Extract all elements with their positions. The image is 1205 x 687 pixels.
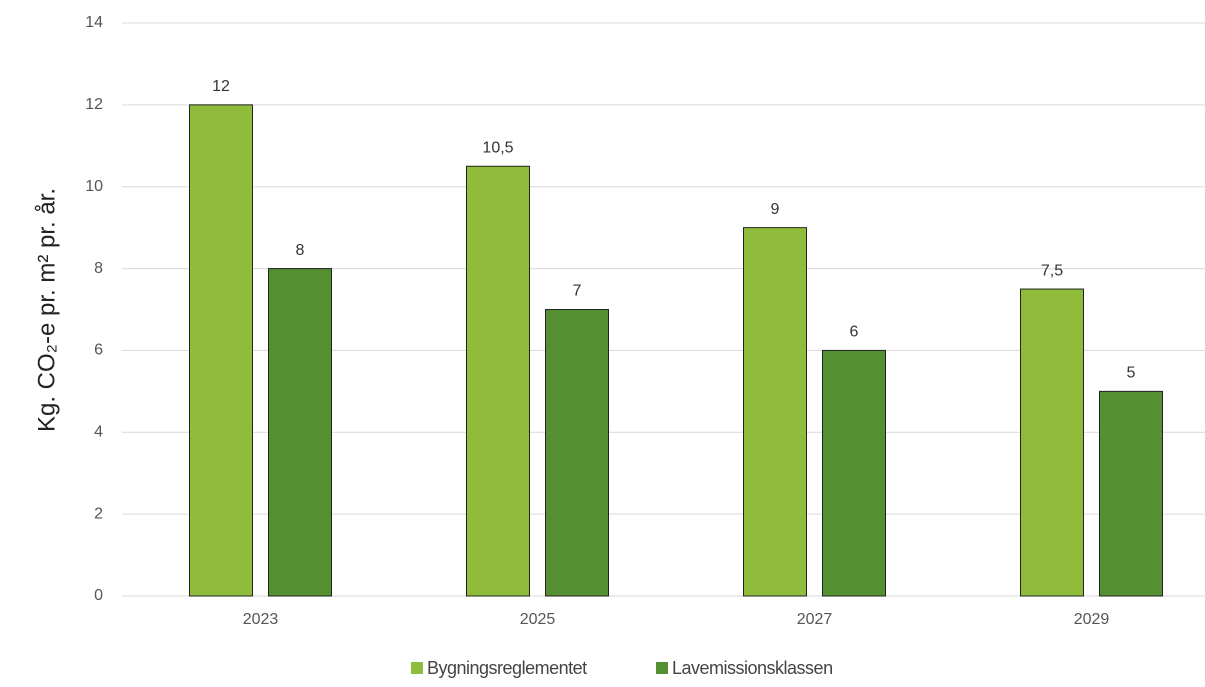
- x-tick-label: 2029: [1074, 611, 1110, 628]
- bar: [545, 309, 609, 597]
- y-tick-label: 2: [94, 505, 103, 522]
- value-label: 8: [296, 242, 305, 259]
- x-tick-label: 2023: [243, 611, 279, 628]
- x-tick-label: 2025: [520, 611, 556, 628]
- y-tick-label: 4: [94, 424, 103, 441]
- value-label: 7,5: [1041, 262, 1063, 279]
- legend-label: Lavemissionsklassen: [672, 658, 833, 678]
- bar: [1099, 390, 1163, 597]
- legend-swatch: [411, 662, 423, 674]
- value-label: 10,5: [482, 139, 513, 156]
- legend-swatch: [656, 662, 668, 674]
- bar: [189, 104, 253, 597]
- value-label: 7: [573, 283, 582, 300]
- value-label: 9: [771, 201, 780, 218]
- legend-label: Bygningsreglementet: [427, 658, 587, 678]
- value-label: 6: [850, 324, 859, 341]
- y-tick-label: 6: [94, 342, 103, 359]
- y-tick-label: 10: [85, 178, 103, 195]
- value-label: 5: [1127, 365, 1136, 382]
- bar: [268, 268, 332, 597]
- value-label: 12: [212, 78, 230, 95]
- y-tick-label: 0: [94, 587, 103, 604]
- y-tick-label: 12: [85, 96, 103, 113]
- bar: [1020, 288, 1084, 597]
- y-tick-label: 14: [85, 14, 103, 31]
- y-tick-label: 8: [94, 260, 103, 277]
- y-axis-label: Kg. CO₂-e pr. m² pr. år.: [33, 188, 60, 432]
- bar: [466, 165, 530, 597]
- bar: [743, 227, 807, 597]
- bar: [822, 349, 886, 597]
- x-tick-label: 2027: [797, 611, 833, 628]
